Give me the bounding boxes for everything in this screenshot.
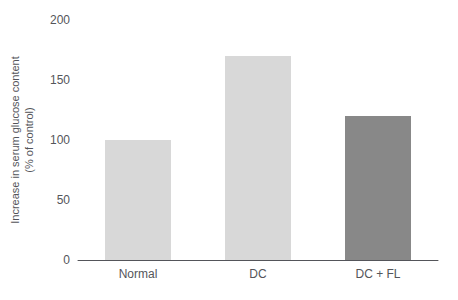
svg-text:50: 50 [57, 193, 71, 207]
svg-text:150: 150 [50, 73, 70, 87]
svg-text:0: 0 [63, 253, 70, 267]
svg-text:200: 200 [50, 13, 70, 27]
svg-text:DC: DC [249, 267, 267, 281]
svg-text:Normal: Normal [119, 267, 158, 281]
svg-text:100: 100 [50, 133, 70, 147]
svg-text:(% of control): (% of control) [23, 107, 35, 172]
svg-text:DC + FL: DC + FL [355, 267, 400, 281]
svg-text:Increase in serum glucose cont: Increase in serum glucose content [9, 56, 21, 224]
